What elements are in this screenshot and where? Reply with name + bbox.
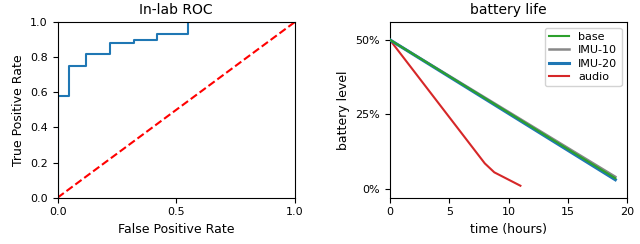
- IMU-20: [571, 153, 579, 156]
- Title: In-lab ROC: In-lab ROC: [140, 3, 213, 17]
- IMU-10: [571, 151, 579, 153]
- IMU-10: [386, 38, 394, 41]
- audio: [516, 184, 524, 187]
- X-axis label: time (hours): time (hours): [470, 223, 547, 236]
- IMU-20: [495, 106, 502, 109]
- audio: [386, 38, 394, 41]
- IMU-20: [606, 175, 614, 178]
- Line: base: base: [390, 40, 615, 178]
- IMU-10: [495, 104, 502, 107]
- base: [493, 104, 500, 107]
- Line: IMU-20: IMU-20: [390, 40, 615, 180]
- IMU-10: [508, 112, 516, 115]
- base: [611, 177, 619, 180]
- base: [606, 173, 614, 176]
- Line: IMU-10: IMU-10: [390, 40, 615, 177]
- IMU-20: [493, 105, 500, 108]
- IMU-20: [386, 38, 394, 41]
- Title: battery life: battery life: [470, 3, 547, 17]
- IMU-20: [508, 114, 516, 117]
- IMU-10: [606, 172, 614, 175]
- base: [386, 38, 394, 41]
- IMU-20: [611, 178, 619, 181]
- Line: audio: audio: [390, 40, 520, 186]
- IMU-10: [493, 103, 500, 106]
- base: [520, 121, 528, 124]
- Y-axis label: battery level: battery level: [337, 70, 350, 150]
- Y-axis label: True Positive Rate: True Positive Rate: [12, 54, 24, 166]
- X-axis label: False Positive Rate: False Positive Rate: [118, 223, 234, 236]
- base: [495, 105, 502, 108]
- IMU-10: [520, 120, 528, 123]
- Legend: base, IMU-10, IMU-20, audio: base, IMU-10, IMU-20, audio: [545, 28, 621, 86]
- base: [571, 152, 579, 155]
- audio: [490, 171, 498, 174]
- base: [508, 113, 516, 116]
- IMU-20: [520, 122, 528, 125]
- IMU-10: [611, 175, 619, 178]
- audio: [481, 162, 489, 165]
